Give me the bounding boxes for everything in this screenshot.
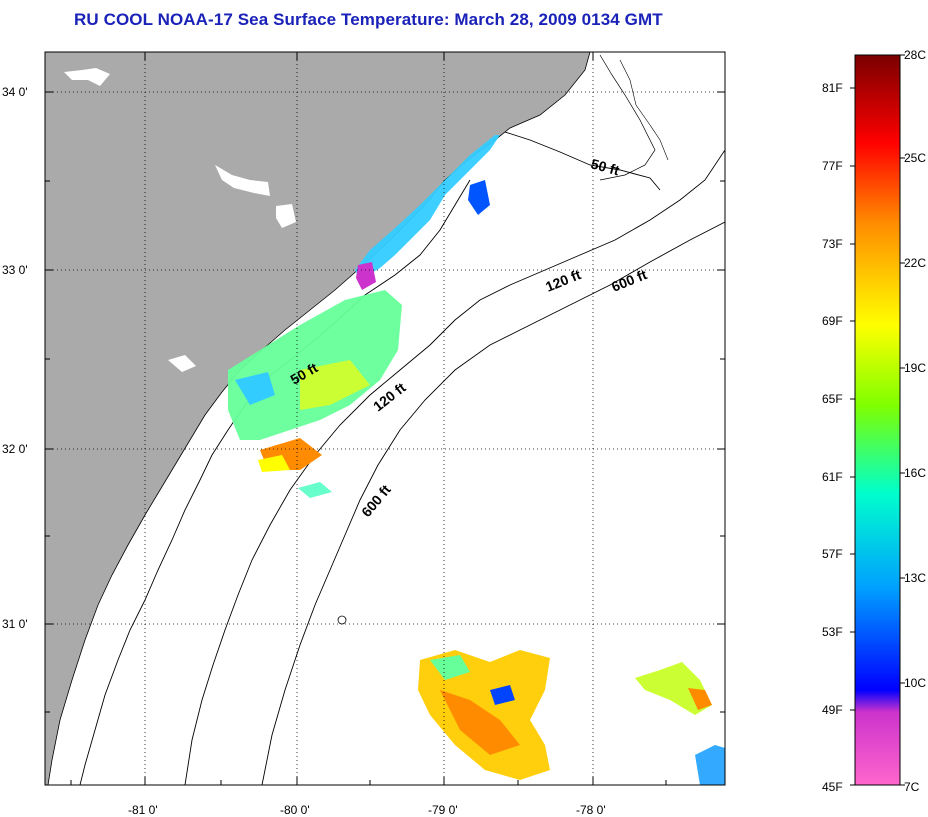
colorbar-c-label: 28C [904, 48, 927, 62]
colorbar-f-label: 49F [822, 703, 843, 717]
colorbar-f-label: 81F [822, 81, 843, 95]
latitude-label: 33 0' [2, 263, 28, 277]
longitude-label: -78 0' [576, 803, 606, 817]
coastline-detail [619, 59, 669, 161]
colorbar-f-label: 69F [822, 314, 843, 328]
colorbar-c-label: 13C [904, 571, 927, 585]
longitude-label: -80 0' [280, 803, 310, 817]
contour-600ft [261, 221, 725, 785]
graticule [45, 52, 725, 785]
longitude-label: -81 0' [128, 803, 158, 817]
colorbar-c-label: 19C [904, 361, 927, 375]
sst-patch-central [228, 290, 402, 440]
colorbar-f-label: 57F [822, 547, 843, 561]
colorbar-c-label: 22C [904, 256, 927, 270]
latitude-label: 34 0' [2, 85, 28, 99]
sst-patch-east [635, 662, 712, 715]
axis-ticks [45, 52, 725, 785]
colorbar [854, 54, 901, 786]
colorbar-f-label: 73F [822, 237, 843, 251]
colorbar-f-label: 77F [822, 159, 843, 173]
contour-label: 50 ft [589, 155, 621, 178]
latitude-label: 31 0' [2, 617, 28, 631]
colorbar-f-label: 65F [822, 392, 843, 406]
colorbar-c-label: 25C [904, 151, 927, 165]
map-border [44, 51, 726, 786]
contour-50ft [79, 131, 661, 785]
coastline-detail [599, 54, 656, 181]
colorbar-f-label: 61F [822, 470, 843, 484]
longitude-label: -79 0' [428, 803, 458, 817]
sst-patch-north [355, 135, 500, 280]
colorbar-c-label: 16C [904, 466, 927, 480]
colorbar-ticks [850, 54, 905, 786]
contour-120ft [184, 149, 725, 785]
map-title: RU COOL NOAA-17 Sea Surface Temperature:… [74, 10, 663, 29]
colorbar-f-label: 45F [822, 780, 843, 794]
colorbar-c-label: 10C [904, 676, 927, 690]
colorbar-f-label: 53F [822, 625, 843, 639]
colorbar-c-label: 7C [904, 780, 920, 794]
latitude-label: 32 0' [2, 442, 28, 456]
